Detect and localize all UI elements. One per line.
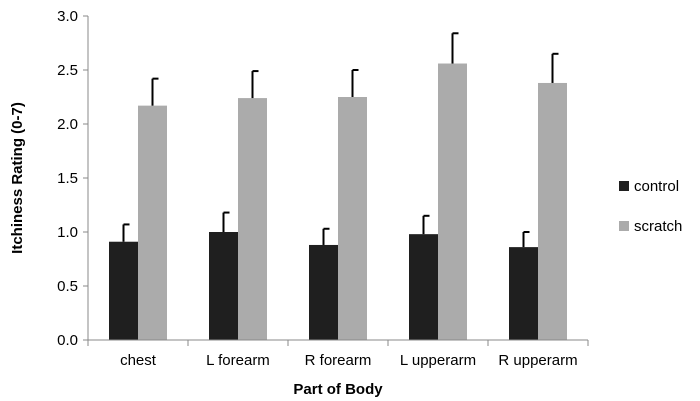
- bar-control-1: [209, 232, 238, 340]
- y-axis-ticks: 0.0 0.5 1.0 1.5 2.0 2.5 3.0: [57, 8, 88, 349]
- x-tick-label: R upperarm: [498, 352, 577, 369]
- y-tick-label: 2.5: [57, 62, 78, 79]
- bar-scratch-4: [538, 82, 567, 341]
- bar-scratch-1: [238, 98, 267, 340]
- y-tick-label: 0.5: [57, 278, 78, 295]
- bar-control-0: [109, 241, 138, 340]
- x-tick-label: R forearm: [305, 352, 372, 369]
- y-tick-label: 1.5: [57, 170, 78, 187]
- y-axis-title: Itchiness Rating (0-7): [9, 102, 26, 254]
- legend-label-scratch: scratch: [634, 218, 682, 235]
- y-tick-label: 0.0: [57, 332, 78, 349]
- bar-scratch-2: [338, 97, 367, 340]
- legend-swatch-control: [619, 181, 629, 191]
- legend-swatch-scratch: [619, 221, 629, 231]
- bar-control-2: [309, 244, 338, 340]
- bar-scratch-3: [438, 63, 467, 341]
- y-tick-label: 1.0: [57, 224, 78, 241]
- plot-area: [109, 32, 567, 341]
- x-tick-label: chest: [120, 352, 157, 369]
- y-tick-label: 2.0: [57, 116, 78, 133]
- x-tick-label: L upperarm: [400, 352, 476, 369]
- y-tick-label: 3.0: [57, 8, 78, 25]
- x-axis-title: Part of Body: [293, 381, 383, 398]
- x-tick-label: L forearm: [206, 352, 270, 369]
- x-axis-ticks: chest L forearm R forearm L upperarm R upper…: [87, 340, 589, 369]
- bar-control-3: [409, 234, 438, 340]
- bar-scratch-0: [138, 105, 167, 340]
- legend-label-control: control: [634, 178, 679, 195]
- bar-control-4: [509, 247, 538, 340]
- legend: control scratch: [619, 178, 682, 235]
